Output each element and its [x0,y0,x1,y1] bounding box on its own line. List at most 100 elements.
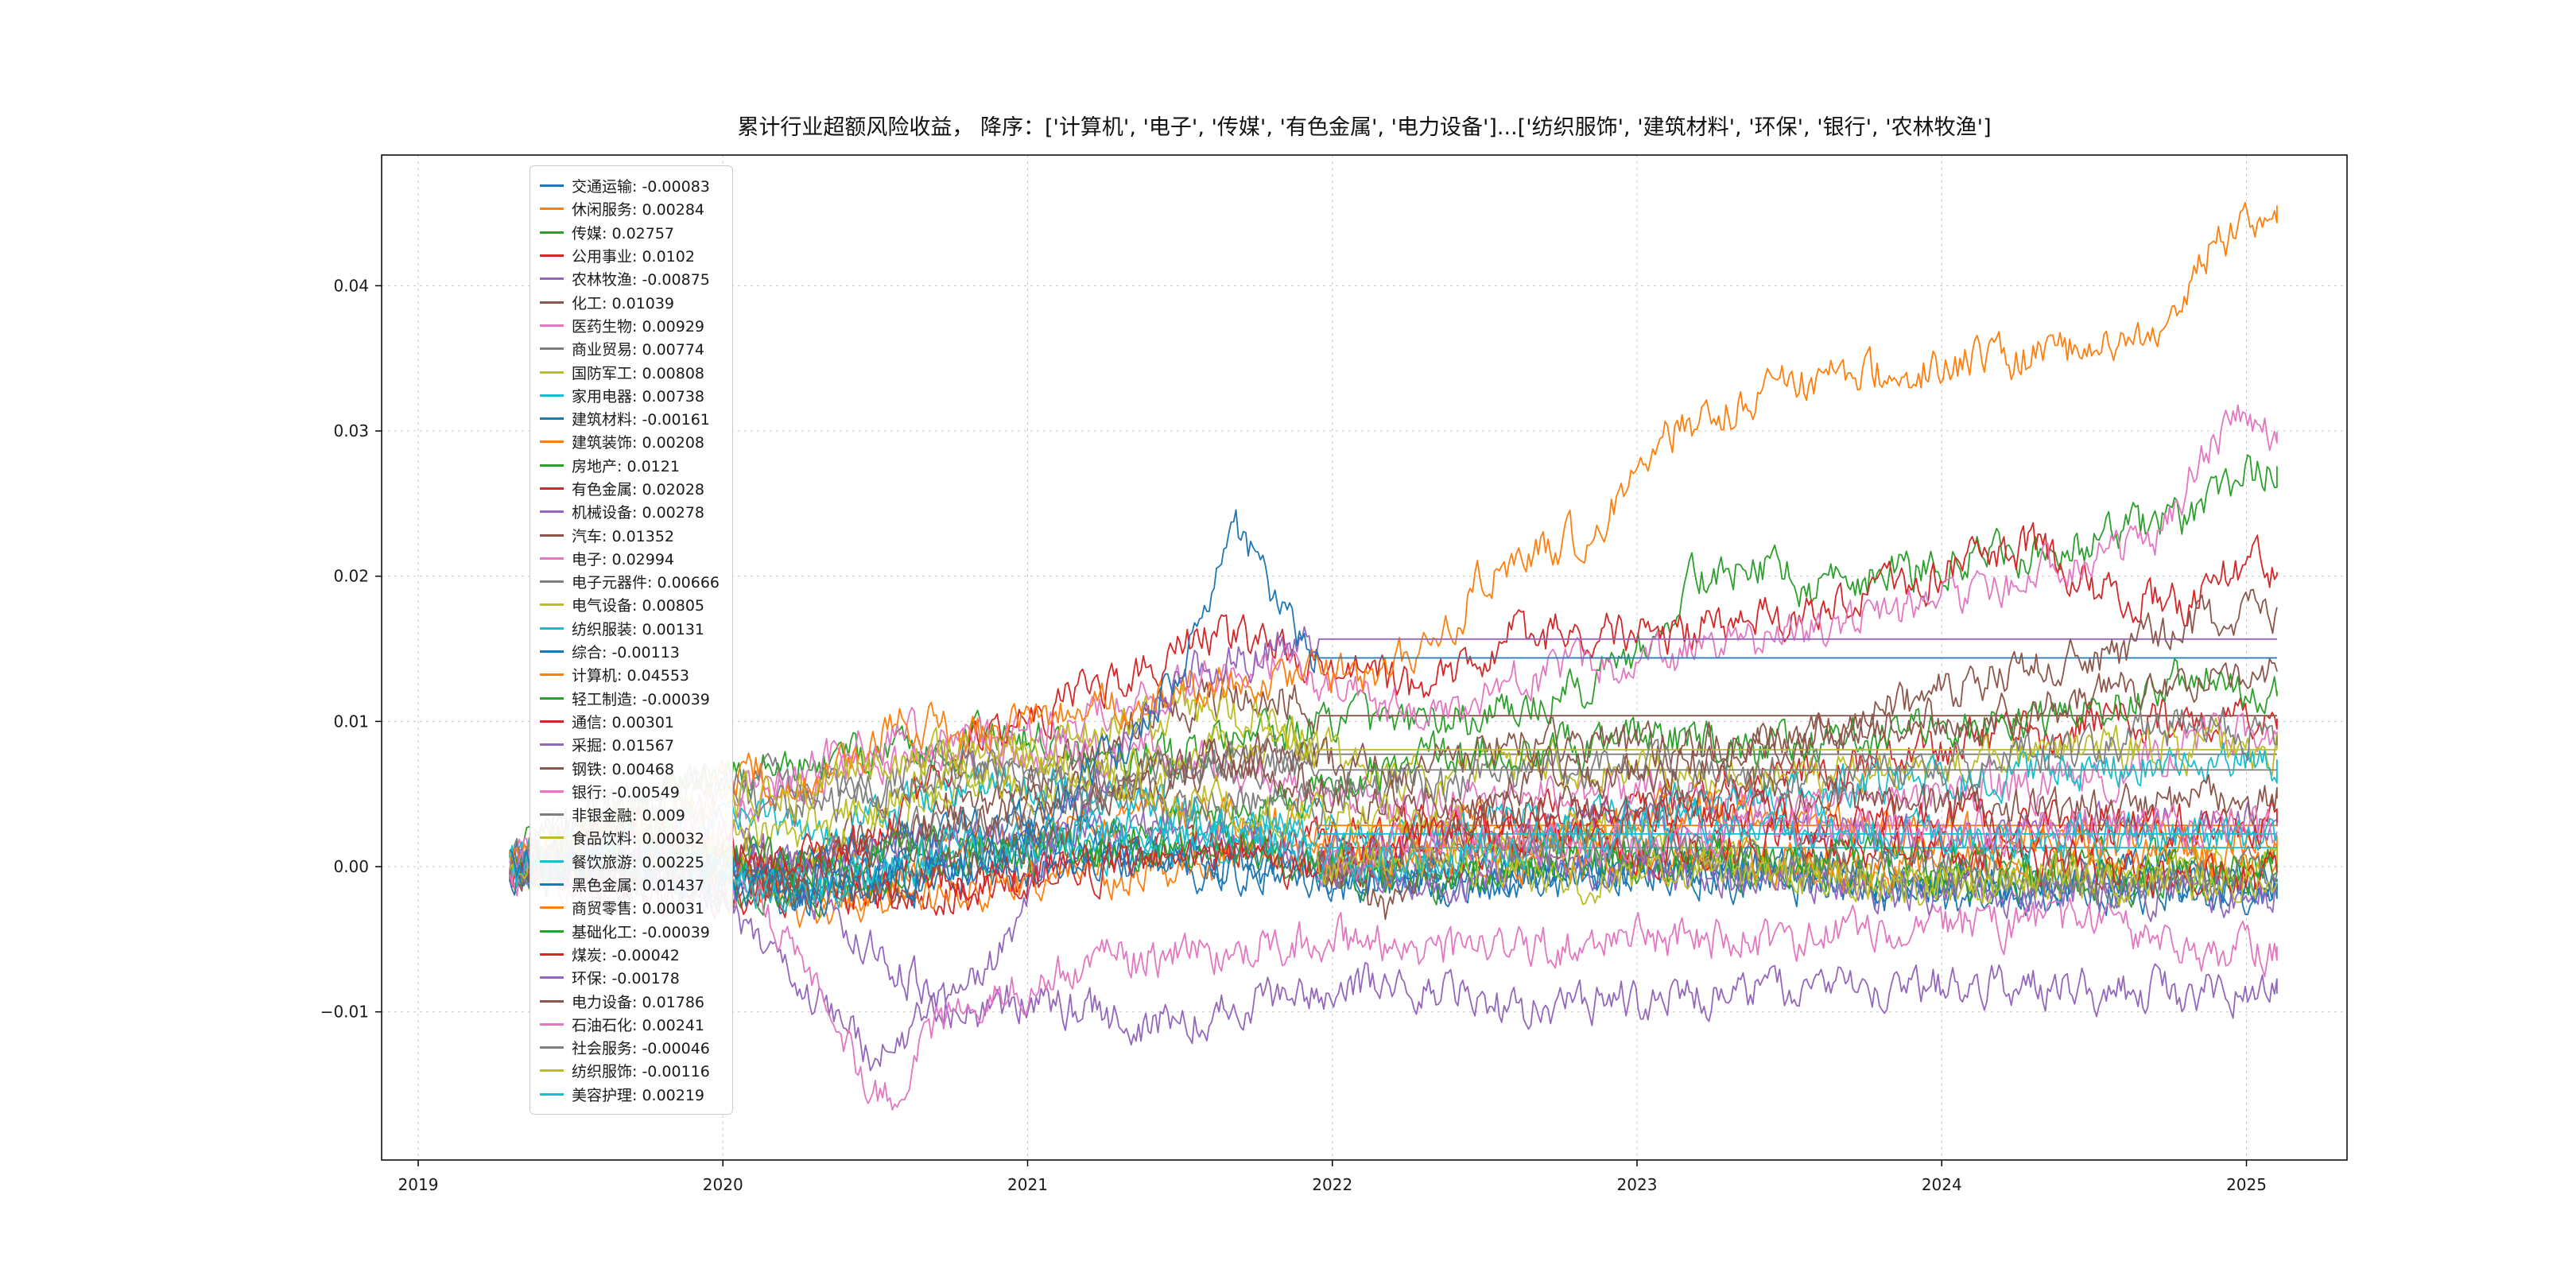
legend-item: 有色金属: 0.02028 [540,477,720,500]
legend-label: 纺织服饰: -0.00116 [572,1063,710,1081]
legend-line-swatch [540,603,564,607]
legend-item: 社会服务: -0.00046 [540,1036,720,1059]
legend-item: 石油石化: 0.00241 [540,1013,720,1036]
legend-item: 银行: -0.00549 [540,780,720,803]
legend-item: 房地产: 0.0121 [540,454,720,477]
legend-label: 社会服务: -0.00046 [572,1040,710,1058]
legend-item: 钢铁: 0.00468 [540,756,720,779]
legend-label: 机械设备: 0.00278 [572,504,705,522]
legend-label: 采掘: 0.01567 [572,737,675,755]
legend-line-swatch [540,580,564,584]
legend-label: 美容护理: 0.00219 [572,1086,705,1104]
legend-item: 医药生物: 0.00929 [540,314,720,337]
legend-line-swatch [540,929,564,933]
legend-item: 电力设备: 0.01786 [540,989,720,1012]
series-line [509,684,2277,888]
x-tick-label: 2019 [398,1175,439,1194]
legend-label: 餐饮旅游: 0.00225 [572,853,705,871]
legend-line-swatch [540,510,564,514]
legend-item: 电子: 0.02994 [540,547,720,570]
legend-line-swatch [540,1069,564,1073]
series-line [509,845,2278,1111]
legend-label: 交通运输: -0.00083 [572,178,710,196]
series-line [509,454,2278,875]
legend-item: 轻工制造: -0.00039 [540,687,720,710]
series-line [1317,797,2278,883]
legend-label: 综合: -0.00113 [572,644,680,662]
legend-line-swatch [540,184,564,188]
legend-label: 黑色金属: 0.01437 [572,877,705,895]
legend-line-swatch [540,487,564,490]
legend-line-swatch [540,557,564,560]
series-line [1316,588,2278,921]
legend-line-swatch [540,859,564,863]
series-line [509,626,2277,1072]
legend-label: 煤炭: -0.00042 [572,946,680,964]
legend-item: 电气设备: 0.00805 [540,593,720,616]
legend-line-swatch [540,208,564,211]
legend-item: 建筑材料: -0.00161 [540,407,720,430]
y-tick-label: 0.02 [333,567,369,586]
legend-line-swatch [540,650,564,654]
legend-label: 通信: 0.00301 [572,713,675,731]
y-tick-label: 0.04 [333,276,369,295]
series-line [1316,799,2278,887]
series-line [509,727,2278,904]
series-line [509,788,2278,906]
legend-item: 家用电器: 0.00738 [540,384,720,407]
legend-line-swatch [540,952,564,956]
legend-label: 纺织服装: 0.00131 [572,620,705,638]
legend-label: 化工: 0.01039 [572,294,675,312]
legend-item: 美容护理: 0.00219 [540,1083,720,1106]
legend-label: 房地产: 0.0121 [572,457,680,475]
legend-label: 家用电器: 0.00738 [572,387,705,405]
legend-label: 计算机: 0.04553 [572,667,690,685]
x-tick-label: 2021 [1007,1175,1048,1194]
legend-item: 纺织服装: 0.00131 [540,617,720,640]
legend-label: 钢铁: 0.00468 [572,760,675,778]
legend-item: 农林牧渔: -0.00875 [540,267,720,290]
legend-line-swatch [540,464,564,467]
y-tick-label: −0.01 [320,1003,369,1022]
legend-item: 纺织服饰: -0.00116 [540,1059,720,1082]
legend-line-swatch [540,417,564,421]
chart-title: 累计行业超额风险收益， 降序：['计算机', '电子', '传媒', '有色金属… [737,115,1992,140]
legend-line-swatch [540,836,564,840]
legend-line-swatch [540,440,564,444]
legend-line-swatch [540,370,564,374]
legend-item: 汽车: 0.01352 [540,523,720,546]
legend-label: 电子: 0.02994 [572,550,675,568]
series-line [509,404,2278,915]
legend-item: 黑色金属: 0.01437 [540,873,720,896]
legend-item: 建筑装饰: 0.00208 [540,430,720,453]
x-tick-label: 2024 [1922,1175,1962,1194]
series-line [1316,840,2278,906]
legend-label: 食品饮料: 0.00032 [572,830,705,848]
axes-box [381,154,2348,1161]
legend-item: 商贸零售: 0.00031 [540,896,720,919]
legend-line-swatch [540,999,564,1003]
legend-label: 休闲服务: 0.00284 [572,201,705,219]
legend-label: 电气设备: 0.00805 [572,597,705,615]
legend-label: 商贸零售: 0.00031 [572,900,705,918]
legend-label: 医药生物: 0.00929 [572,317,705,336]
legend-label: 有色金属: 0.02028 [572,481,705,499]
legend-item: 食品饮料: 0.00032 [540,826,720,849]
legend-label: 建筑材料: -0.00161 [572,411,710,429]
legend-line-swatch [540,976,564,980]
legend-item: 计算机: 0.04553 [540,663,720,686]
legend-label: 环保: -0.00178 [572,970,680,988]
legend-item: 通信: 0.00301 [540,710,720,733]
legend-item: 传媒: 0.02757 [540,221,720,244]
legend-item: 公用事业: 0.0102 [540,244,720,267]
y-tick-label: 0.00 [333,857,369,876]
x-tick-label: 2020 [703,1175,743,1194]
legend-item: 电子元器件: 0.00666 [540,570,720,593]
legend-label: 国防军工: 0.00808 [572,364,705,382]
legend-item: 基础化工: -0.00039 [540,920,720,943]
legend-line-swatch [540,277,564,281]
legend-label: 石油石化: 0.00241 [572,1016,705,1034]
legend-line-swatch [540,766,564,770]
legend-line-swatch [540,627,564,630]
